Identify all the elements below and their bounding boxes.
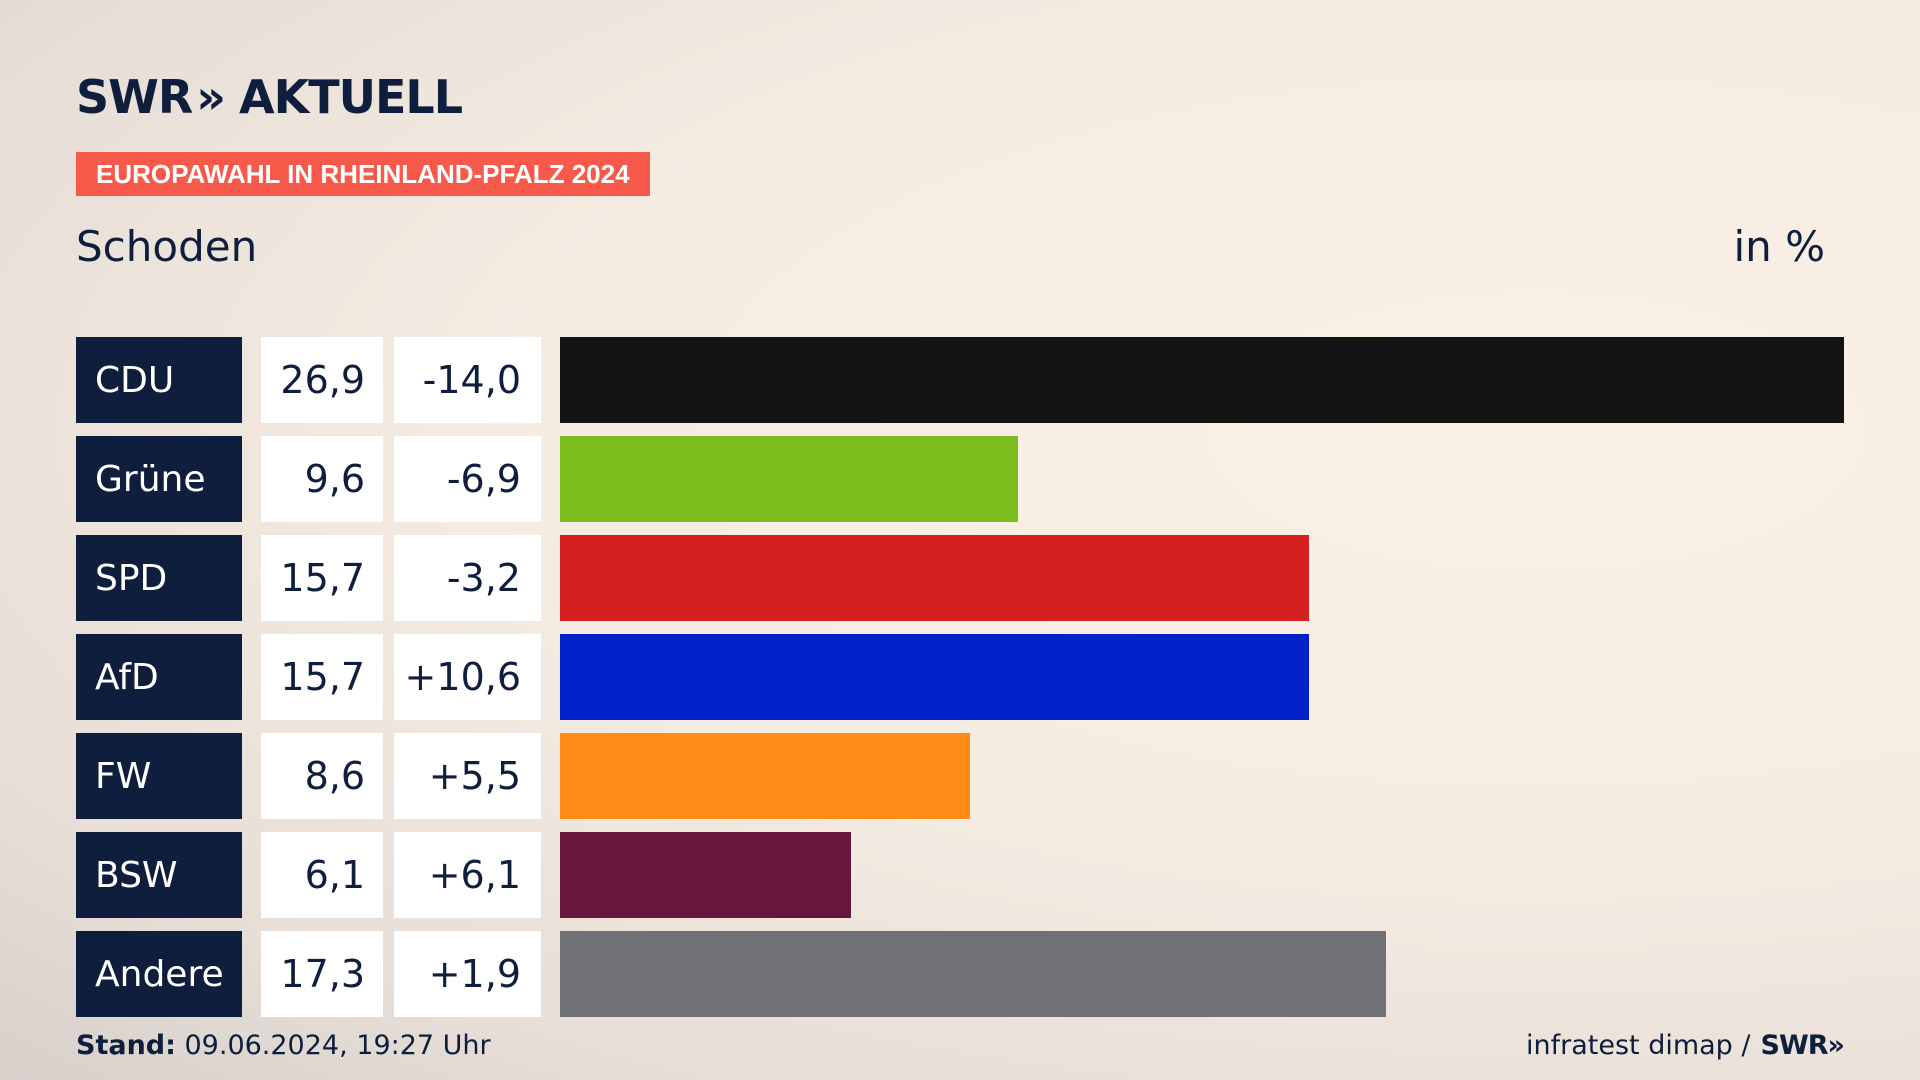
chart-title: Schoden — [76, 222, 258, 271]
bar-cdu — [560, 337, 1844, 423]
vote-share-label: 6,1 — [261, 832, 383, 918]
change-label: -14,0 — [394, 337, 541, 423]
stand-value: 09.06.2024, 19:27 Uhr — [175, 1030, 491, 1061]
result-row-afd: AfD 15,7 +10,6 — [76, 634, 1309, 720]
change-label: +6,1 — [394, 832, 541, 918]
source-chevron-icon: » — [1827, 1030, 1845, 1061]
logo-chevron-icon: » — [196, 70, 226, 124]
source-credit: infratest dimap / SWR» — [1526, 1030, 1846, 1061]
party-label: AfD — [76, 634, 242, 720]
bar-fw — [560, 733, 970, 819]
party-label: Grüne — [76, 436, 242, 522]
source-swr-logo: SWR» — [1760, 1030, 1846, 1061]
bar-bsw — [560, 832, 851, 918]
timestamp: Stand: 09.06.2024, 19:27 Uhr — [76, 1030, 491, 1061]
bar-grüne — [560, 436, 1018, 522]
logo-swr: SWR — [76, 70, 193, 124]
party-label: Andere — [76, 931, 242, 1017]
result-row-andere: Andere 17,3 +1,9 — [76, 931, 1386, 1017]
party-label: FW — [76, 733, 242, 819]
result-row-spd: SPD 15,7 -3,2 — [76, 535, 1309, 621]
source-text: infratest dimap / — [1526, 1030, 1751, 1061]
bar-andere — [560, 931, 1386, 1017]
change-label: +5,5 — [394, 733, 541, 819]
result-row-bsw: BSW 6,1 +6,1 — [76, 832, 851, 918]
change-label: +10,6 — [394, 634, 541, 720]
vote-share-label: 15,7 — [261, 634, 383, 720]
party-label: BSW — [76, 832, 242, 918]
vote-share-label: 9,6 — [261, 436, 383, 522]
bar-afd — [560, 634, 1309, 720]
party-label: CDU — [76, 337, 242, 423]
logo-aktuell: AKTUELL — [239, 70, 463, 124]
party-label: SPD — [76, 535, 242, 621]
swr-aktuell-logo: SWR » AKTUELL — [76, 70, 463, 124]
vote-share-label: 26,9 — [261, 337, 383, 423]
vote-share-label: 8,6 — [261, 733, 383, 819]
result-row-cdu: CDU 26,9 -14,0 — [76, 337, 1844, 423]
vote-share-label: 17,3 — [261, 931, 383, 1017]
bar-spd — [560, 535, 1309, 621]
change-label: -3,2 — [394, 535, 541, 621]
change-label: -6,9 — [394, 436, 541, 522]
result-row-fw: FW 8,6 +5,5 — [76, 733, 970, 819]
unit-label: in % — [1733, 222, 1825, 271]
stand-label: Stand: — [76, 1030, 176, 1061]
result-row-grüne: Grüne 9,6 -6,9 — [76, 436, 1018, 522]
election-tag: EUROPAWAHL IN RHEINLAND-PFALZ 2024 — [76, 152, 650, 196]
change-label: +1,9 — [394, 931, 541, 1017]
vote-share-label: 15,7 — [261, 535, 383, 621]
